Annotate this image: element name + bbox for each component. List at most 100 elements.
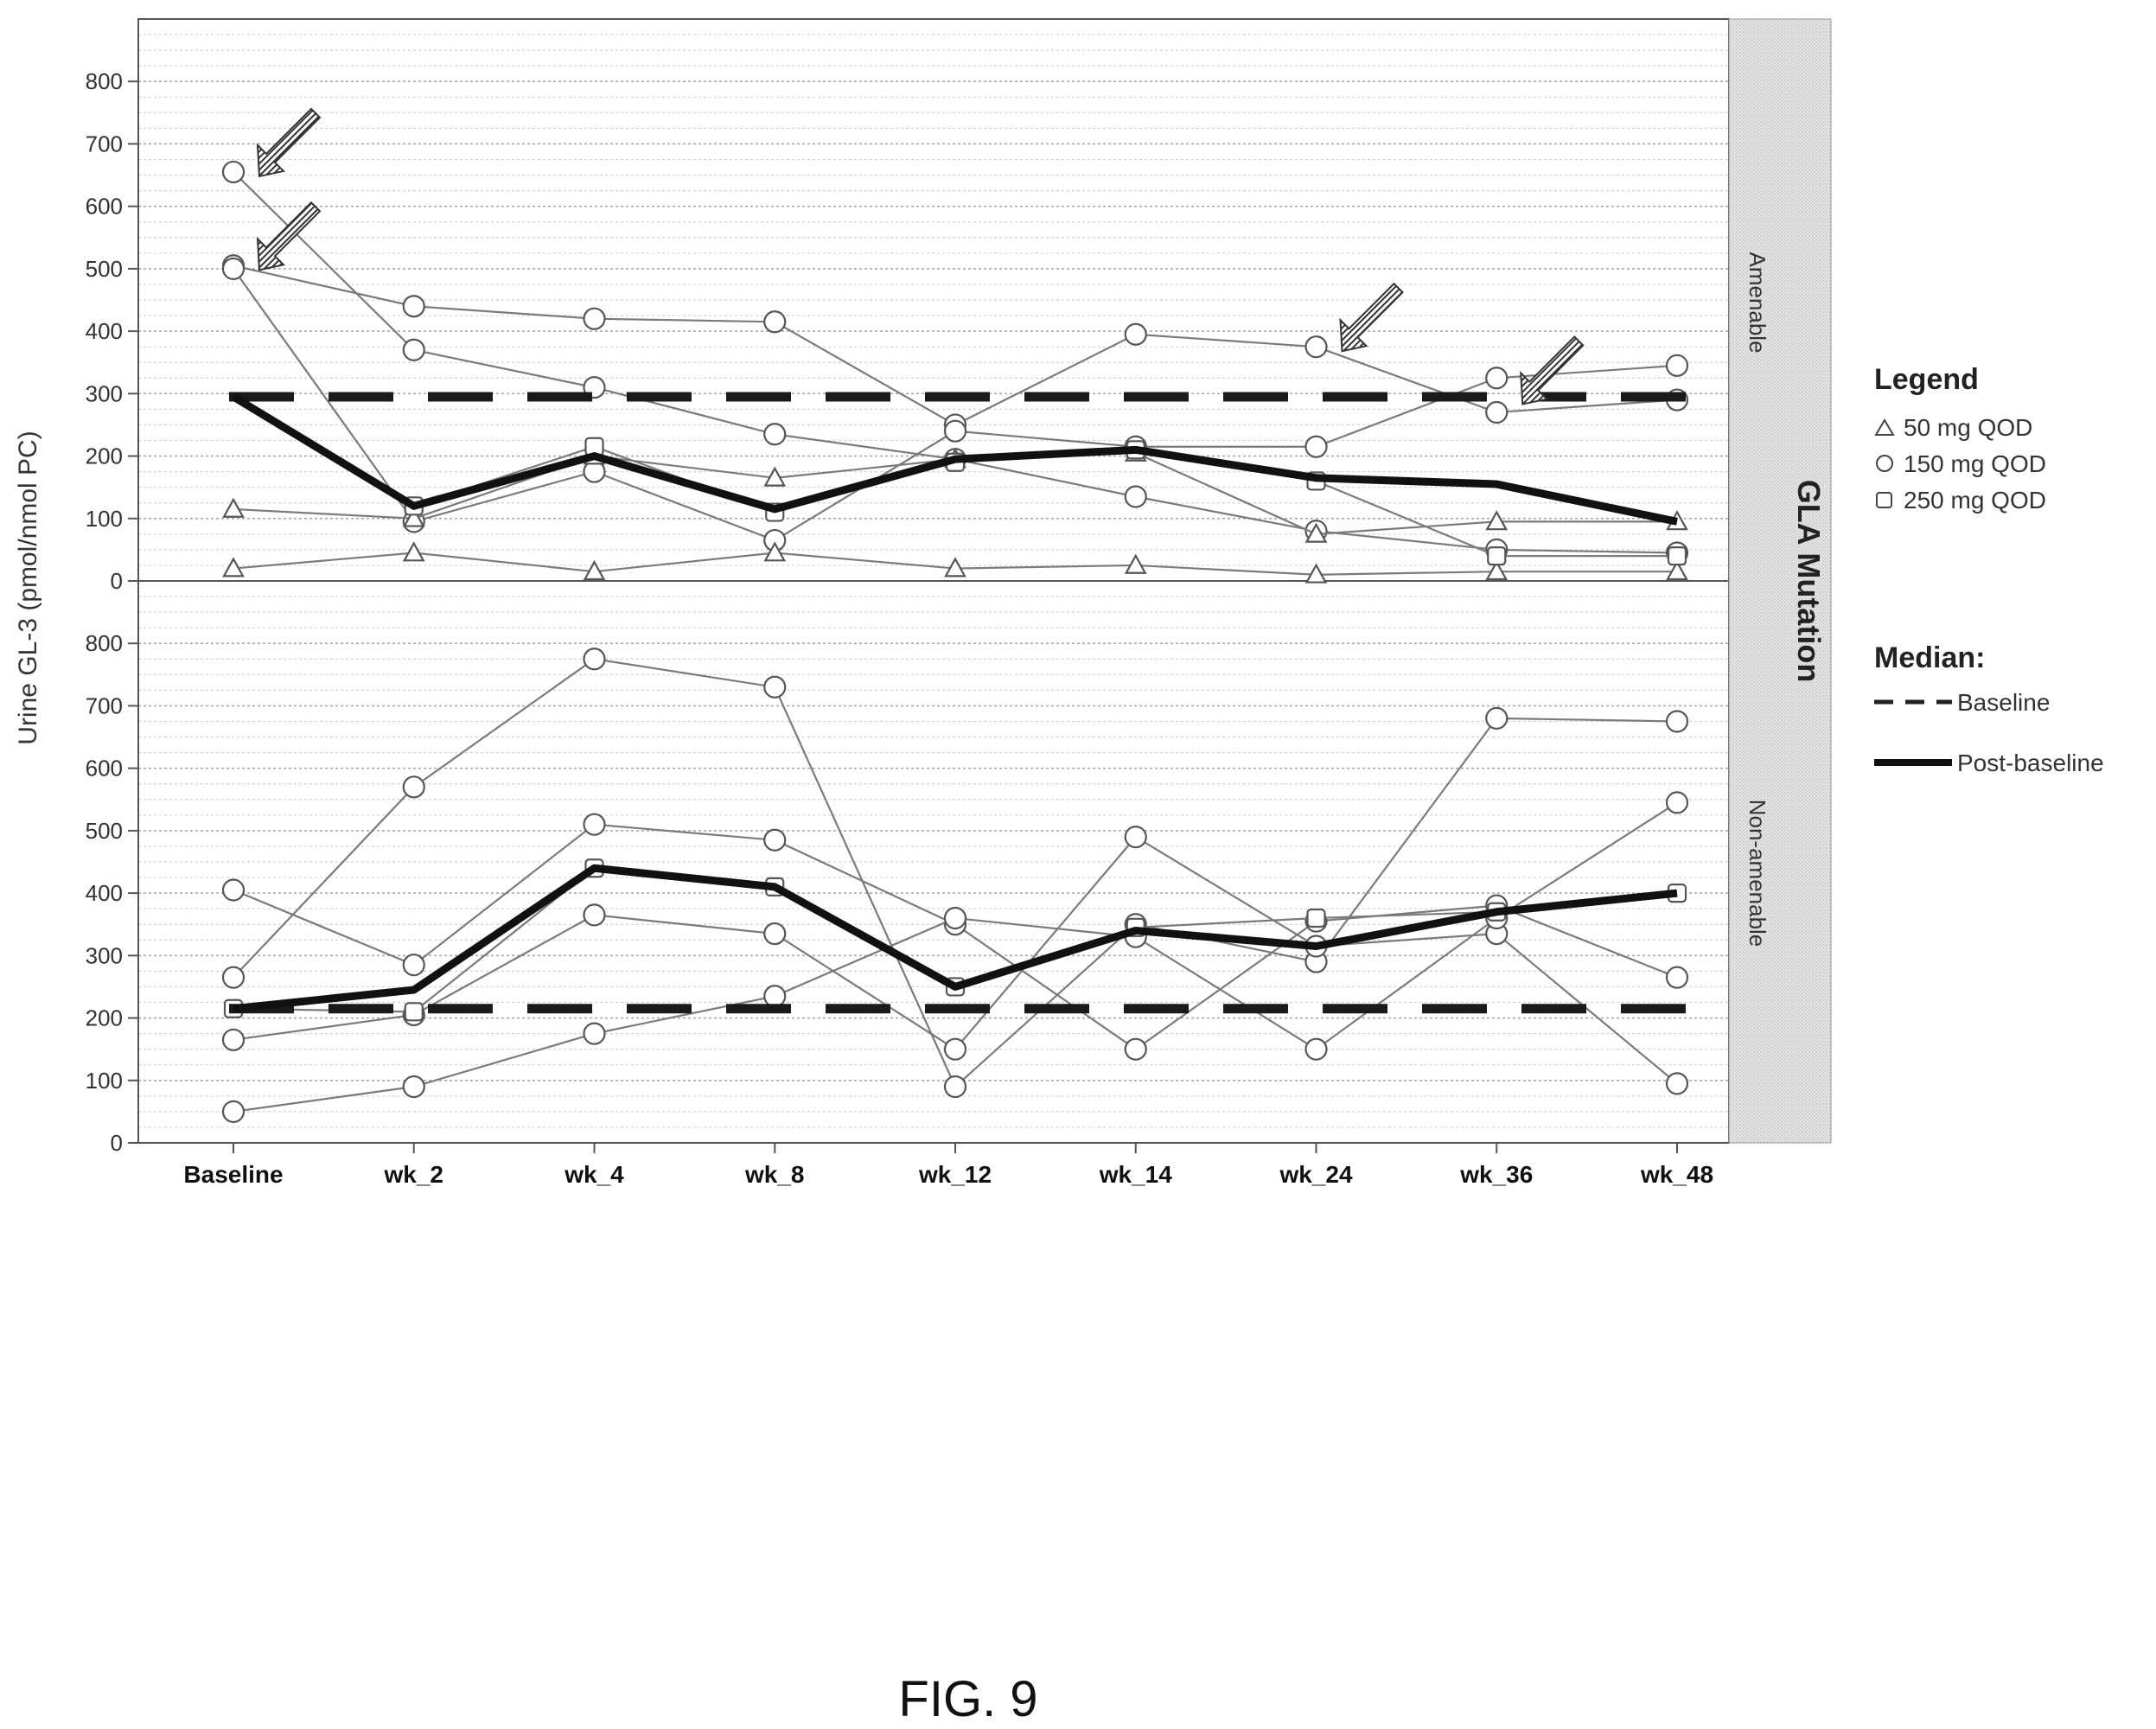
median-layer: [229, 392, 1686, 1014]
annotation-arrow: [1339, 282, 1404, 353]
data-point-circle: [583, 307, 606, 330]
data-point-circle: [221, 1028, 246, 1051]
data-point-circle: [221, 160, 246, 184]
data-point-circle: [583, 1022, 606, 1045]
y-tick-label: 600: [86, 194, 123, 220]
legend-marker-triangle: [1874, 418, 1895, 436]
legend-entry: 250 mg QOD: [1876, 487, 2046, 514]
x-tick-label: wk_8: [744, 1161, 805, 1188]
data-point-triangle: [402, 541, 425, 562]
data-point-circle: [1124, 1037, 1147, 1061]
x-tick-label: wk_4: [564, 1161, 624, 1188]
data-point-circle: [943, 906, 967, 930]
data-point-circle: [583, 813, 606, 836]
y-tick-label: 500: [86, 818, 123, 844]
y-tick-label: 500: [86, 256, 123, 282]
legend-median-entry: Post-baseline: [1874, 750, 2104, 776]
data-point-circle: [1124, 322, 1147, 346]
legend-label: 50 mg QOD: [1904, 414, 2032, 441]
x-tick-label: Baseline: [183, 1161, 283, 1188]
data-point-triangle: [1485, 559, 1509, 581]
y-tick-label: 600: [86, 756, 123, 782]
x-tick-label: wk_36: [1459, 1161, 1533, 1188]
y-tick-label: 700: [86, 131, 123, 156]
median-post-baseline-line: [233, 864, 1678, 1013]
y-tick-label: 300: [86, 942, 123, 968]
median-post-baseline-line: [231, 393, 1678, 526]
data-point-circle: [221, 966, 246, 989]
y-tick-label: 200: [86, 443, 123, 469]
legend-label: 250 mg QOD: [1904, 487, 2046, 514]
data-point-circle: [221, 878, 246, 902]
data-point-circle: [763, 828, 787, 852]
annotation-arrow: [256, 107, 322, 178]
series-panel2-3: [221, 826, 1689, 1095]
data-point-circle: [763, 310, 787, 334]
data-point-circle: [583, 903, 606, 927]
facet-panel-label: Amenable: [1745, 252, 1770, 353]
y-tick-label: 400: [86, 880, 123, 906]
x-tick-label: wk_48: [1640, 1161, 1713, 1188]
series-layer: [221, 160, 1689, 1123]
data-point-triangle: [944, 557, 966, 577]
data-point-triangle: [1304, 522, 1328, 543]
data-point-circle: [943, 1075, 967, 1099]
y-tick-label: 800: [86, 630, 123, 656]
data-point-circle: [943, 1037, 967, 1061]
legend-median-label: Post-baseline: [1957, 750, 2104, 776]
data-point-circle: [763, 985, 787, 1008]
facet-variable-label: GLA Mutation: [1791, 480, 1827, 683]
data-point-circle: [402, 338, 425, 361]
y-tick-label: 0: [111, 568, 123, 594]
annotation-arrow: [256, 201, 322, 271]
y-tick-label: 200: [86, 1005, 123, 1031]
data-point-circle: [1124, 485, 1147, 508]
series-panel2-1: [221, 648, 1689, 1099]
data-point-circle: [1665, 791, 1689, 814]
data-point-circle: [1485, 706, 1509, 730]
data-point-circle: [1304, 335, 1328, 359]
data-point-circle: [402, 1075, 425, 1099]
legend: Legend 50 mg QOD 150 mg QOD 250 mg QOD Media…: [1874, 363, 2104, 776]
data-point-circle: [1665, 1072, 1689, 1095]
x-tick-label: wk_14: [1099, 1161, 1172, 1188]
axis-layer: 0 100 200 300 400 500 600 700 800 0 100 200 300 400 50…: [86, 68, 1713, 1188]
x-tick-label: wk_12: [918, 1161, 992, 1188]
legend-entry: 50 mg QOD: [1874, 414, 2032, 441]
data-point-square: [1487, 546, 1507, 566]
data-point-circle: [943, 419, 967, 443]
data-point-circle: [1485, 367, 1509, 390]
data-point-circle: [1304, 1037, 1328, 1061]
data-point-square: [1667, 546, 1687, 566]
arrow-layer: [256, 107, 1585, 405]
legend-median-label: Baseline: [1957, 689, 2050, 716]
y-tick-label: 300: [86, 380, 123, 406]
data-point-circle: [763, 922, 787, 946]
legend-median-title: Median:: [1874, 641, 1985, 674]
y-tick-label: 100: [86, 1068, 123, 1094]
data-point-triangle: [1666, 559, 1688, 581]
data-point-triangle: [1124, 553, 1147, 574]
x-tick-label: wk_2: [384, 1161, 444, 1188]
data-point-circle: [1304, 435, 1328, 458]
facet-strip-background: [1728, 18, 1832, 1144]
data-point-square: [404, 1002, 424, 1022]
y-tick-label: 800: [86, 68, 123, 94]
data-point-circle: [1665, 710, 1689, 733]
x-tick-label: wk_24: [1279, 1161, 1352, 1188]
data-point-circle: [1124, 826, 1147, 849]
data-point-circle: [763, 675, 787, 699]
data-point-triangle: [222, 557, 245, 577]
series-panel1-5: [222, 541, 1688, 584]
legend-marker-square: [1876, 492, 1892, 508]
data-point-circle: [1665, 354, 1689, 377]
y-tick-label: 700: [86, 692, 123, 718]
data-point-circle: [402, 775, 425, 799]
data-point-triangle: [763, 466, 787, 487]
legend-marker-circle: [1876, 455, 1893, 472]
data-point-triangle: [583, 559, 606, 581]
data-point-circle: [583, 648, 606, 671]
legend-label: 150 mg QOD: [1904, 450, 2046, 477]
legend-entry: 150 mg QOD: [1876, 450, 2046, 477]
